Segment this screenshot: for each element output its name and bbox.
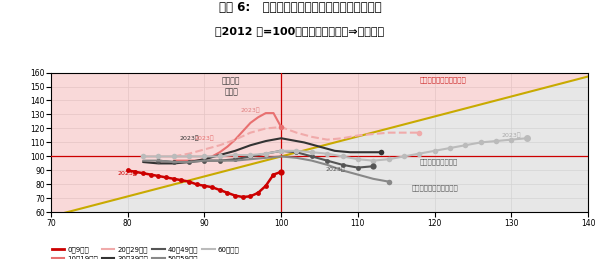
Text: 2023年: 2023年	[241, 107, 260, 113]
Text: 2023年: 2023年	[179, 135, 199, 141]
Text: 2023年: 2023年	[194, 135, 214, 141]
Legend: 0〜9歳層, 10〜19歳層, 20〜29歳層, 30〜39歳層, 40〜49歳層, 50〜59歳層, 60歳以上: 0〜9歳層, 10〜19歳層, 20〜29歳層, 30〜39歳層, 40〜49歳…	[52, 247, 239, 259]
Polygon shape	[51, 73, 281, 216]
Text: （2012 年=100、周辺３県と都下⇒都区部）: （2012 年=100、周辺３県と都下⇒都区部）	[215, 26, 385, 36]
Text: 2023年: 2023年	[502, 133, 521, 138]
Text: 2023年: 2023年	[118, 170, 137, 176]
Text: 図表 6:   年齢階層別地域人口・転入人口指数化: 図表 6: 年齢階層別地域人口・転入人口指数化	[218, 1, 382, 14]
Polygon shape	[51, 156, 281, 216]
Text: 人口増減率＞転入増減率: 人口増減率＞転入増減率	[412, 185, 458, 191]
Polygon shape	[281, 76, 588, 212]
Polygon shape	[281, 73, 588, 156]
Text: 転入人口
都区部: 転入人口 都区部	[222, 77, 241, 96]
Text: 人口増減率＜転入増減率: 人口増減率＜転入増減率	[419, 77, 466, 83]
Text: 周辺３県・都下人口: 周辺３県・都下人口	[419, 158, 457, 165]
Text: 2023年: 2023年	[325, 166, 344, 172]
